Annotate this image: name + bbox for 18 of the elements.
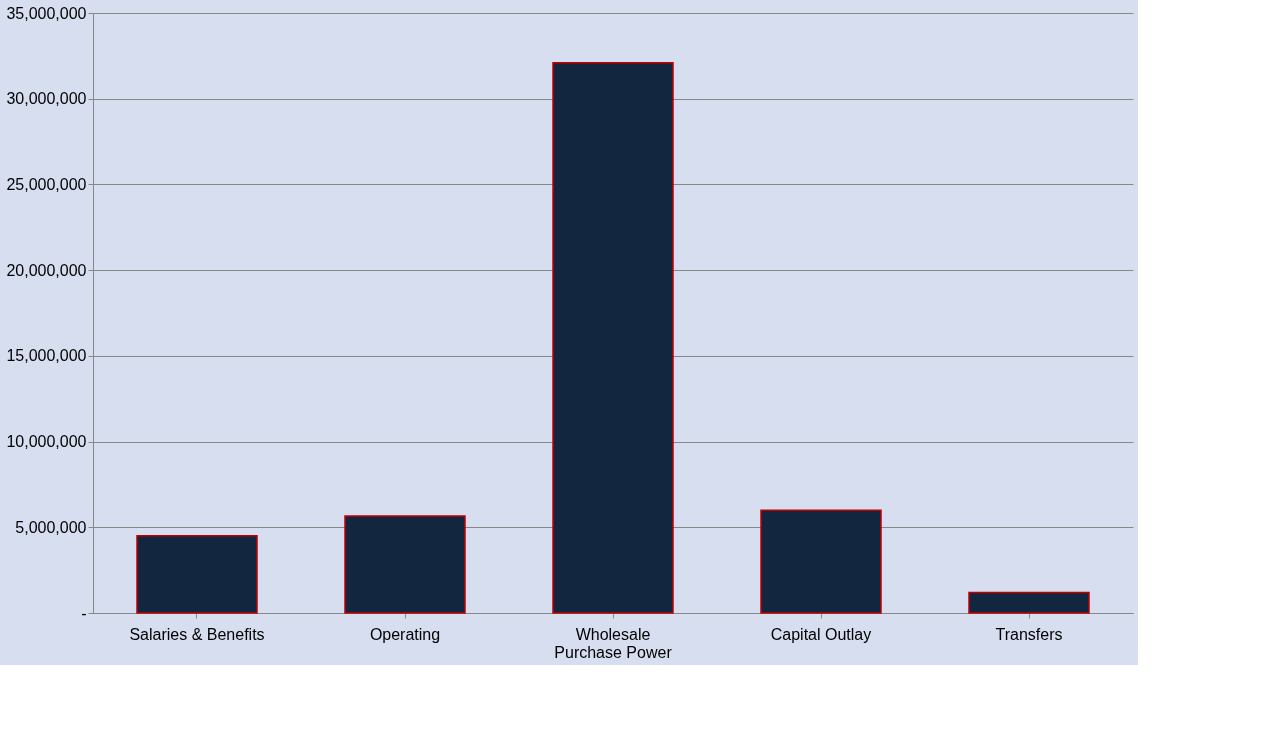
y-tick-label: - (81, 604, 87, 622)
y-tick-label: 5,000,000 (15, 518, 87, 536)
bar (136, 535, 258, 614)
x-tick-label: Transfers (995, 625, 1063, 643)
x-tick-label: Wholesale Purchase Power (554, 625, 673, 661)
x-tick-label: Salaries & Benefits (129, 625, 265, 643)
y-tick-label: 35,000,000 (6, 4, 87, 22)
bar (344, 515, 466, 614)
bar (552, 61, 674, 614)
x-tick-label: Operating (369, 625, 441, 643)
y-tick-label: 25,000,000 (6, 175, 87, 193)
y-tick-label: 20,000,000 (6, 261, 87, 279)
bar (760, 509, 882, 614)
bar (968, 591, 1090, 614)
y-tick-label: 30,000,000 (6, 90, 87, 108)
y-tick-label: 15,000,000 (6, 347, 87, 365)
x-tick-label: Capital Outlay (770, 625, 872, 643)
y-tick-label: 10,000,000 (6, 433, 87, 451)
